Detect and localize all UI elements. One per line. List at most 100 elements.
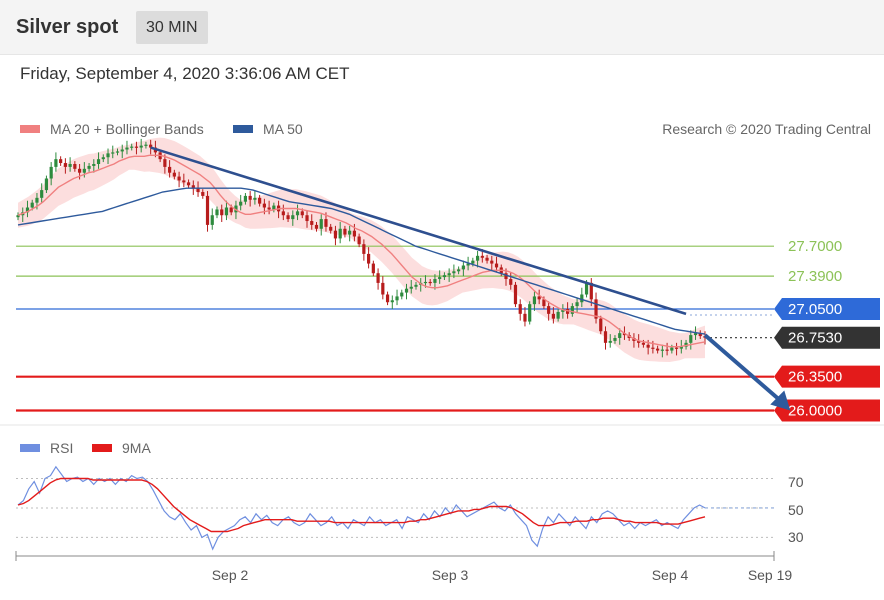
candle-body xyxy=(82,168,86,173)
candle-body xyxy=(319,219,323,229)
candle-body xyxy=(485,257,489,261)
candle-body xyxy=(442,275,447,278)
candle-body xyxy=(608,340,612,343)
candle-body xyxy=(120,149,124,152)
candle-body xyxy=(224,207,229,216)
forecast-arrow-head xyxy=(770,390,791,411)
candle-body xyxy=(87,165,91,169)
candle-body xyxy=(30,202,34,208)
ma20-line xyxy=(17,154,706,348)
rsi-legend-swatch xyxy=(20,444,40,452)
level-label: 27.0500 xyxy=(788,301,842,318)
candle-body xyxy=(570,306,574,314)
candle-body xyxy=(272,205,276,210)
level-label: 26.3500 xyxy=(788,369,842,386)
level-label: 26.7530 xyxy=(788,330,842,347)
rsi-tick-label: 50 xyxy=(788,502,804,518)
x-tick-label: Sep 2 xyxy=(212,567,249,583)
rsi-plot xyxy=(16,465,774,551)
candle-body xyxy=(603,331,608,343)
price-plot: 27.7000 27.3900 27.0500 26.7530 26.3500 26.00… xyxy=(16,137,880,422)
candle-body xyxy=(73,164,77,169)
candle-body xyxy=(68,164,72,167)
candle-body xyxy=(665,349,669,351)
candle-body xyxy=(409,286,413,289)
candle-body xyxy=(210,215,214,225)
ma9-line xyxy=(17,477,706,533)
candle-body xyxy=(537,296,541,300)
level-label-box xyxy=(774,326,880,349)
candle-body xyxy=(641,342,646,345)
candle-body xyxy=(371,263,375,274)
candle-body xyxy=(651,347,655,349)
candle-body xyxy=(532,296,537,305)
candle-body xyxy=(447,273,451,276)
candle-body xyxy=(205,195,210,225)
candle-body xyxy=(580,294,584,303)
candle-body xyxy=(584,282,589,295)
timeframe-badge[interactable]: 30 MIN xyxy=(136,11,208,44)
candle-body xyxy=(679,346,683,349)
candle-body xyxy=(547,306,551,314)
candle-body xyxy=(182,180,186,183)
rsi-line xyxy=(17,465,706,551)
candle-body xyxy=(646,344,650,348)
x-tick-label: Sep 4 xyxy=(652,567,689,583)
candle-body xyxy=(575,302,579,307)
candle-body xyxy=(163,159,167,167)
candle-body xyxy=(348,230,352,235)
candle-body xyxy=(693,333,698,336)
candle-body xyxy=(310,221,314,225)
credit-text: Research © 2020 Trading Central xyxy=(662,121,871,137)
candle-body xyxy=(191,185,195,189)
candle-body xyxy=(551,313,555,319)
candle-body xyxy=(101,157,105,160)
candle-body xyxy=(63,163,67,167)
rsi-legend-label: RSI xyxy=(50,440,73,456)
candle-body xyxy=(49,166,53,179)
candle-body xyxy=(77,168,82,173)
rsi-tick-label: 70 xyxy=(788,474,804,490)
bollinger-band xyxy=(18,137,705,362)
candle-body xyxy=(352,230,356,237)
ma50-legend-swatch xyxy=(233,125,253,133)
trendline xyxy=(150,146,687,316)
candle-body xyxy=(390,300,394,303)
candle-body xyxy=(168,166,172,173)
candle-body xyxy=(613,338,617,341)
candle-body xyxy=(594,299,598,319)
candle-body xyxy=(452,271,456,274)
candle-body xyxy=(528,304,532,322)
candle-body xyxy=(54,159,58,167)
candle-body xyxy=(125,147,129,150)
forecast-arrow-shaft xyxy=(703,333,782,403)
candle-body xyxy=(149,144,153,148)
candle-body xyxy=(115,151,120,153)
candle-body xyxy=(637,340,641,343)
candle-body xyxy=(542,299,546,307)
candle-body xyxy=(106,153,110,158)
candle-body xyxy=(438,277,442,280)
candle-body xyxy=(134,146,139,148)
candle-body xyxy=(35,197,39,203)
candle-body xyxy=(504,273,508,280)
candle-body xyxy=(674,347,679,349)
candle-body xyxy=(92,164,96,166)
candle-body xyxy=(177,176,181,181)
candle-body xyxy=(44,178,49,191)
candle-body xyxy=(385,294,390,303)
candle-body xyxy=(670,347,674,351)
candle-body xyxy=(25,207,30,213)
candle-body xyxy=(381,282,385,295)
candle-body xyxy=(333,230,338,239)
ma50-line xyxy=(17,187,706,335)
candle-body xyxy=(262,203,266,208)
level-label-box xyxy=(774,298,880,320)
candle-body xyxy=(698,333,702,337)
candle-body xyxy=(518,304,522,314)
candle-body xyxy=(248,195,252,200)
candle-body xyxy=(656,348,660,351)
level-label-box xyxy=(774,399,880,422)
candle-body xyxy=(139,145,143,148)
